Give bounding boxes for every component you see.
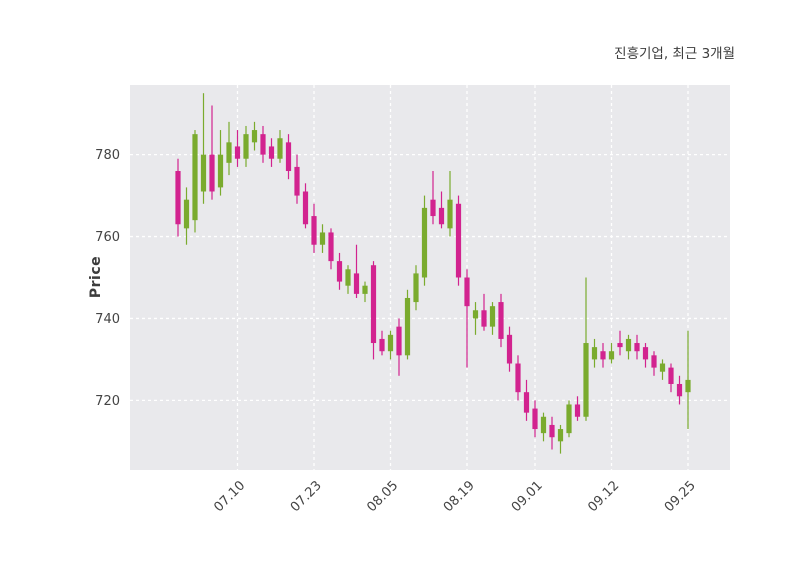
y-tick-label: 780	[95, 148, 120, 163]
candle-body-up	[404, 297, 411, 356]
candle-body-down	[379, 338, 385, 352]
candle-body-down	[396, 326, 402, 356]
y-tick-label: 740	[95, 312, 120, 327]
x-tick-label: 08.05	[364, 478, 401, 515]
candle-body-up	[319, 232, 326, 245]
candle-body-up	[472, 310, 479, 319]
candle-body-up	[277, 138, 283, 159]
candle-body-down	[370, 265, 377, 344]
candle-body-up	[659, 363, 666, 372]
candle-body-down	[532, 408, 538, 430]
candle-body-down	[481, 310, 487, 327]
y-axis-label: Price	[88, 255, 104, 299]
candle-body-up	[251, 130, 258, 143]
candle-body-down	[600, 351, 606, 360]
candle-body-up	[557, 429, 564, 442]
candle-body-up	[243, 134, 249, 159]
candle-body-down	[260, 134, 266, 155]
x-tick-label: 07.10	[211, 478, 248, 515]
y-tick-label: 720	[95, 394, 120, 409]
candle-body-down	[651, 355, 657, 368]
candle-body-down	[515, 363, 521, 393]
candle-body-down	[617, 343, 623, 348]
candle-body-down	[668, 367, 674, 384]
candle-body-up	[685, 379, 691, 393]
candle-body-down	[676, 383, 683, 397]
candle-body-up	[447, 199, 453, 229]
candle-body-up	[489, 306, 496, 327]
candle-body-down	[634, 343, 640, 352]
candle-body-down	[506, 334, 513, 364]
candle-body-up	[217, 154, 224, 188]
candle-body-down	[455, 203, 462, 278]
candle-body-up	[540, 416, 547, 434]
candle-body-down	[268, 146, 275, 159]
candle-body-up	[566, 404, 572, 434]
x-tick-label: 09.01	[509, 478, 546, 515]
candle-body-up	[625, 338, 632, 352]
chart-title: 진흥기업, 최근 3개월	[614, 46, 735, 62]
x-tick-label: 09.12	[585, 478, 622, 515]
candle-body-up	[591, 347, 598, 360]
x-tick-label: 09.25	[662, 478, 699, 515]
candle-body-down	[642, 347, 649, 360]
candle-body-up	[421, 207, 428, 278]
candle-body-up	[183, 199, 190, 229]
candle-body-up	[345, 269, 351, 286]
candle-body-down	[523, 392, 530, 413]
candle-body-up	[200, 154, 207, 192]
candle-body-down	[311, 216, 317, 245]
candle-body-down	[549, 424, 555, 438]
candle-body-down	[285, 142, 292, 172]
candle-body-down	[336, 261, 343, 282]
x-tick-label: 07.23	[288, 478, 325, 515]
candle-body-down	[294, 166, 300, 196]
candle-body-up	[413, 273, 419, 303]
x-tick-label: 08.19	[441, 478, 478, 515]
candle-body-down	[498, 302, 504, 339]
candle-body-down	[234, 146, 241, 159]
candle-body-down	[302, 191, 309, 225]
candle-body-down	[175, 171, 181, 225]
y-tick-label: 760	[95, 230, 120, 245]
candle-body-up	[583, 343, 589, 417]
candle-body-up	[226, 142, 232, 163]
candle-body-up	[387, 334, 394, 352]
candle-body-down	[353, 273, 360, 294]
candle-body-down	[328, 232, 334, 262]
candle-body-down	[209, 154, 215, 192]
candle-body-up	[362, 285, 368, 294]
candle-body-up	[608, 351, 615, 360]
candle-body-down	[574, 404, 581, 417]
candle-body-down	[464, 277, 470, 307]
candle-body-down	[438, 207, 445, 225]
candle-body-down	[430, 199, 436, 217]
candle-body-up	[192, 134, 198, 221]
